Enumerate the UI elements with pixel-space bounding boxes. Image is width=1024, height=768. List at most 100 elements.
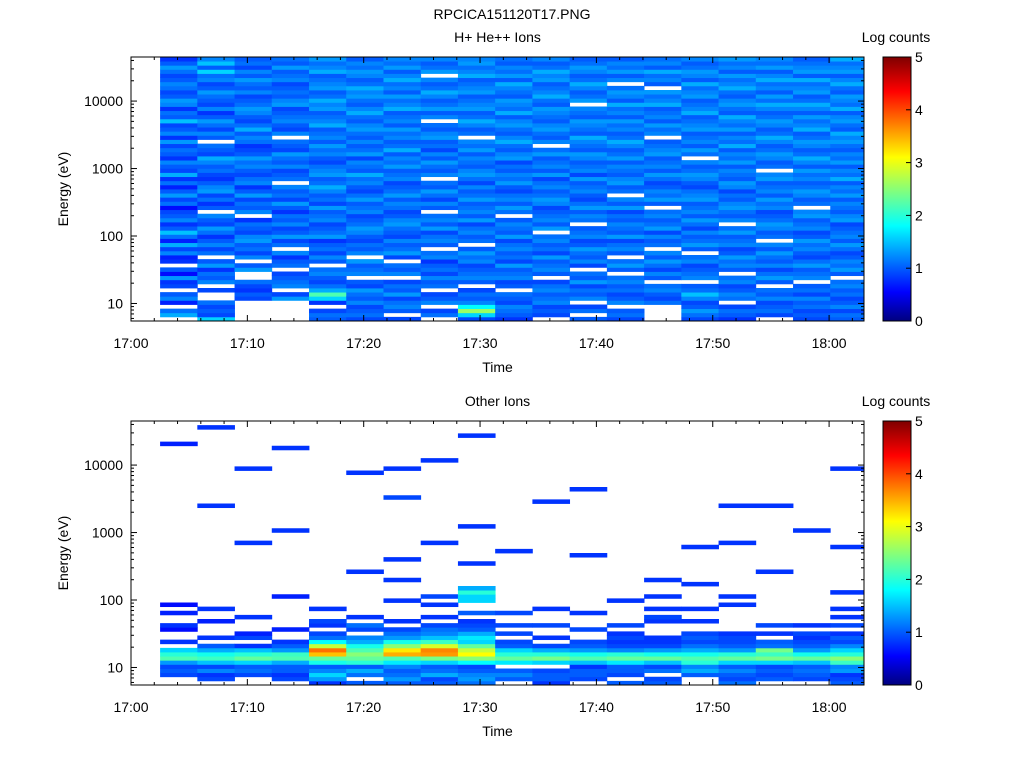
heatmap-cell xyxy=(644,73,682,79)
heatmap-cell xyxy=(383,279,422,285)
heatmap-cell xyxy=(457,127,496,132)
heatmap-cell xyxy=(457,275,496,281)
heatmap-cell xyxy=(606,652,645,657)
heatmap-cell xyxy=(793,234,831,239)
heatmap-cell xyxy=(420,259,459,264)
heatmap-cell xyxy=(457,226,496,231)
heatmap-cell xyxy=(532,238,571,244)
heatmap-cell xyxy=(346,316,384,322)
heatmap-cell xyxy=(495,660,533,665)
heatmap-cell xyxy=(532,234,571,239)
heatmap-cell xyxy=(681,180,719,186)
heatmap-cell xyxy=(383,139,422,145)
heatmap-cell xyxy=(309,308,347,314)
heatmap-cell xyxy=(383,189,422,194)
heatmap-cell xyxy=(234,193,273,198)
heatmap-cell xyxy=(383,131,422,136)
heatmap-cell xyxy=(755,267,794,272)
heatmap-cell xyxy=(755,201,794,206)
heatmap-cell xyxy=(271,226,310,231)
heatmap-cell xyxy=(793,135,831,140)
heatmap-cell xyxy=(532,226,571,231)
heatmap-cell xyxy=(569,676,608,682)
heatmap-cell xyxy=(569,197,608,202)
heatmap-cell xyxy=(793,296,831,301)
heatmap-cell xyxy=(681,90,719,95)
heatmap-cell xyxy=(309,259,347,264)
heatmap-cell xyxy=(644,123,682,128)
heatmap-cell xyxy=(606,639,645,645)
heatmap-cell xyxy=(457,627,496,632)
heatmap-cell xyxy=(420,90,459,95)
heatmap-cell xyxy=(793,131,831,136)
heatmap-cell xyxy=(644,197,682,202)
heatmap-cell xyxy=(718,213,757,219)
heatmap-cell xyxy=(457,172,496,178)
heatmap-cell xyxy=(271,73,310,79)
heatmap-cell xyxy=(197,81,235,87)
heatmap-cell xyxy=(420,234,459,239)
heatmap-cell xyxy=(681,118,719,124)
heatmap-cell xyxy=(718,660,757,665)
heatmap-cell xyxy=(234,217,273,223)
heatmap-cell xyxy=(495,164,533,169)
heatmap-cell xyxy=(383,316,422,322)
heatmap-cell xyxy=(830,156,865,161)
heatmap-cell xyxy=(718,238,757,244)
y-tick-label: 1000 xyxy=(92,525,123,541)
colorbar-tick-label: 3 xyxy=(915,155,923,171)
heatmap-cell xyxy=(793,304,831,310)
heatmap-cell xyxy=(234,127,273,132)
heatmap-cell xyxy=(681,581,719,587)
heatmap-cell xyxy=(160,639,198,645)
heatmap-cell xyxy=(495,275,533,281)
heatmap-cell xyxy=(197,65,235,70)
heatmap-cell xyxy=(309,189,347,194)
heatmap-cell xyxy=(569,147,608,153)
heatmap-cell xyxy=(755,304,794,310)
heatmap-cell xyxy=(457,69,496,74)
heatmap-cell xyxy=(644,172,682,178)
heatmap-cell xyxy=(830,267,865,272)
heatmap-cell xyxy=(197,147,235,153)
heatmap-cell xyxy=(420,123,459,128)
heatmap-cell xyxy=(793,631,831,636)
heatmap-cell xyxy=(718,172,757,178)
heatmap-cell xyxy=(606,205,645,211)
heatmap-cell xyxy=(495,73,533,79)
heatmap-cell xyxy=(532,139,571,145)
heatmap-cell xyxy=(755,172,794,178)
heatmap-cell xyxy=(197,250,235,256)
heatmap-cell xyxy=(606,73,645,79)
heatmap-cell xyxy=(383,193,422,198)
heatmap-cell xyxy=(457,279,496,285)
heatmap-cell xyxy=(457,222,496,227)
heatmap-cell xyxy=(271,676,310,682)
heatmap-cell xyxy=(160,106,198,112)
heatmap-cell xyxy=(532,680,571,686)
heatmap-cell xyxy=(495,81,533,87)
heatmap-cell xyxy=(197,308,235,314)
heatmap-cell xyxy=(718,668,757,674)
heatmap-cell xyxy=(197,193,235,198)
heatmap-cell xyxy=(644,614,682,620)
heatmap-cell xyxy=(532,135,571,140)
heatmap-cell xyxy=(718,250,757,256)
heatmap-cell xyxy=(532,279,571,285)
heatmap-cell xyxy=(569,135,608,140)
heatmap-cell xyxy=(197,143,235,149)
heatmap-cell xyxy=(420,458,459,463)
heatmap-cell xyxy=(271,184,310,190)
heatmap-cell xyxy=(457,524,496,529)
heatmap-cell xyxy=(160,197,198,202)
heatmap-cell xyxy=(830,168,865,173)
heatmap-cell xyxy=(644,160,682,165)
heatmap-cell xyxy=(234,226,273,231)
heatmap-cell xyxy=(755,180,794,186)
heatmap-cell xyxy=(383,164,422,169)
heatmap-cell xyxy=(346,656,384,661)
heatmap-cell xyxy=(383,213,422,219)
heatmap-cell xyxy=(532,151,571,157)
heatmap-cell xyxy=(309,164,347,169)
heatmap-cell xyxy=(569,77,608,83)
